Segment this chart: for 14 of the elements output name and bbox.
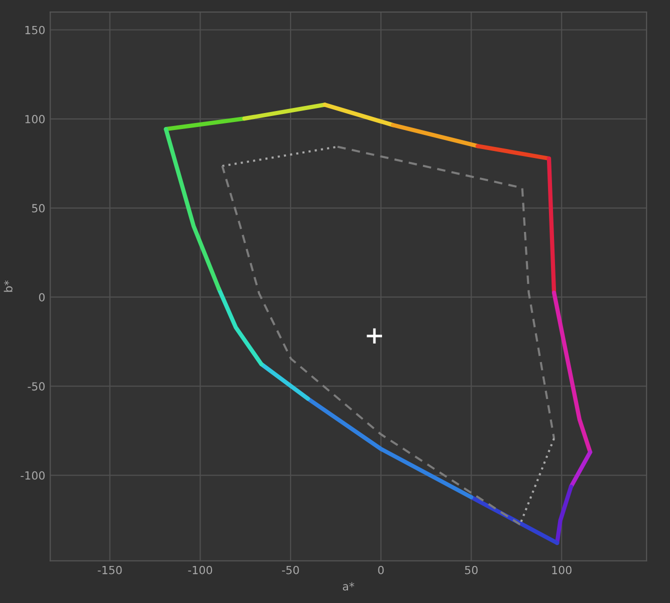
x-axis-title: a* [342,582,354,591]
y-tick-label: 150 [25,26,45,34]
y-axis-title: b* [4,280,12,292]
y-tick-label: 50 [32,204,45,212]
y-tick-label: -100 [20,471,45,480]
x-tick-label: 100 [552,566,572,574]
x-tick-label: -100 [188,566,212,574]
x-tick-label: 0 [378,566,384,574]
y-tick-label: -50 [28,382,45,391]
x-tick-label: -150 [98,566,122,574]
x-tick-label: -50 [282,566,299,574]
y-tick-label: 0 [39,293,45,302]
x-tick-label: 50 [465,566,478,574]
y-tick-label: 100 [25,114,45,124]
